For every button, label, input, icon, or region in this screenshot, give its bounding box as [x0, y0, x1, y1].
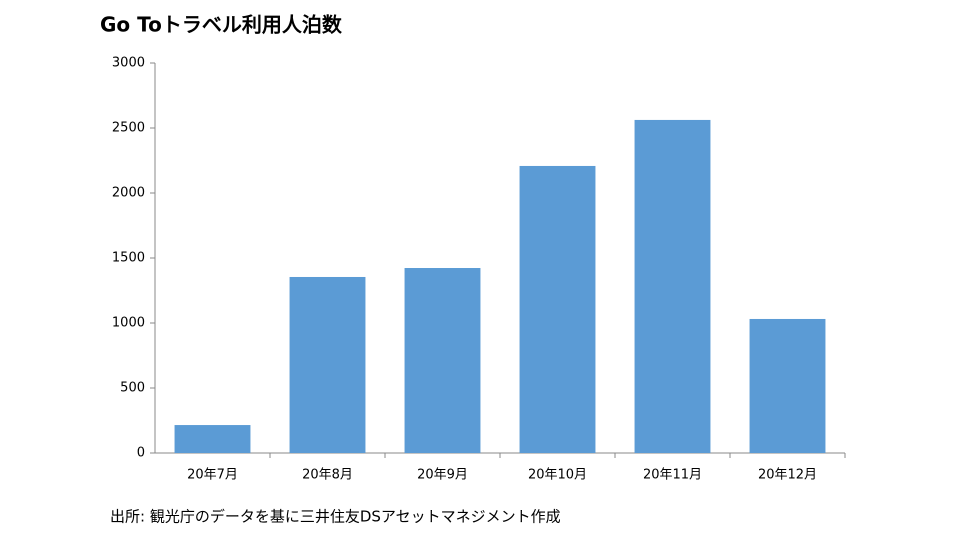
- bar: [749, 318, 826, 453]
- source-note: 出所: 観光庁のデータを基に三井住友DSアセットマネジメント作成: [110, 508, 561, 526]
- y-tick-label: 2000: [112, 186, 145, 201]
- bar: [404, 268, 481, 453]
- y-tick-label: 3000: [112, 56, 145, 71]
- chart-title: Go Toトラベル利用人泊数: [100, 13, 343, 37]
- x-tick-label: 20年11月: [643, 468, 702, 483]
- bar: [519, 165, 596, 453]
- bar: [634, 119, 711, 453]
- x-tick-label: 20年7月: [187, 468, 238, 483]
- y-tick-label: 2500: [112, 121, 145, 136]
- y-tick-label: 0: [137, 446, 145, 461]
- x-tick-label: 20年10月: [528, 468, 587, 483]
- y-tick-label: 1500: [112, 251, 145, 266]
- bar: [289, 276, 366, 453]
- y-tick-label: 1000: [112, 316, 145, 331]
- y-tick-label: 500: [120, 381, 145, 396]
- x-tick-label: 20年9月: [417, 468, 468, 483]
- x-tick-label: 20年8月: [302, 468, 353, 483]
- x-tick-label: 20年12月: [758, 468, 817, 483]
- bar: [174, 425, 251, 453]
